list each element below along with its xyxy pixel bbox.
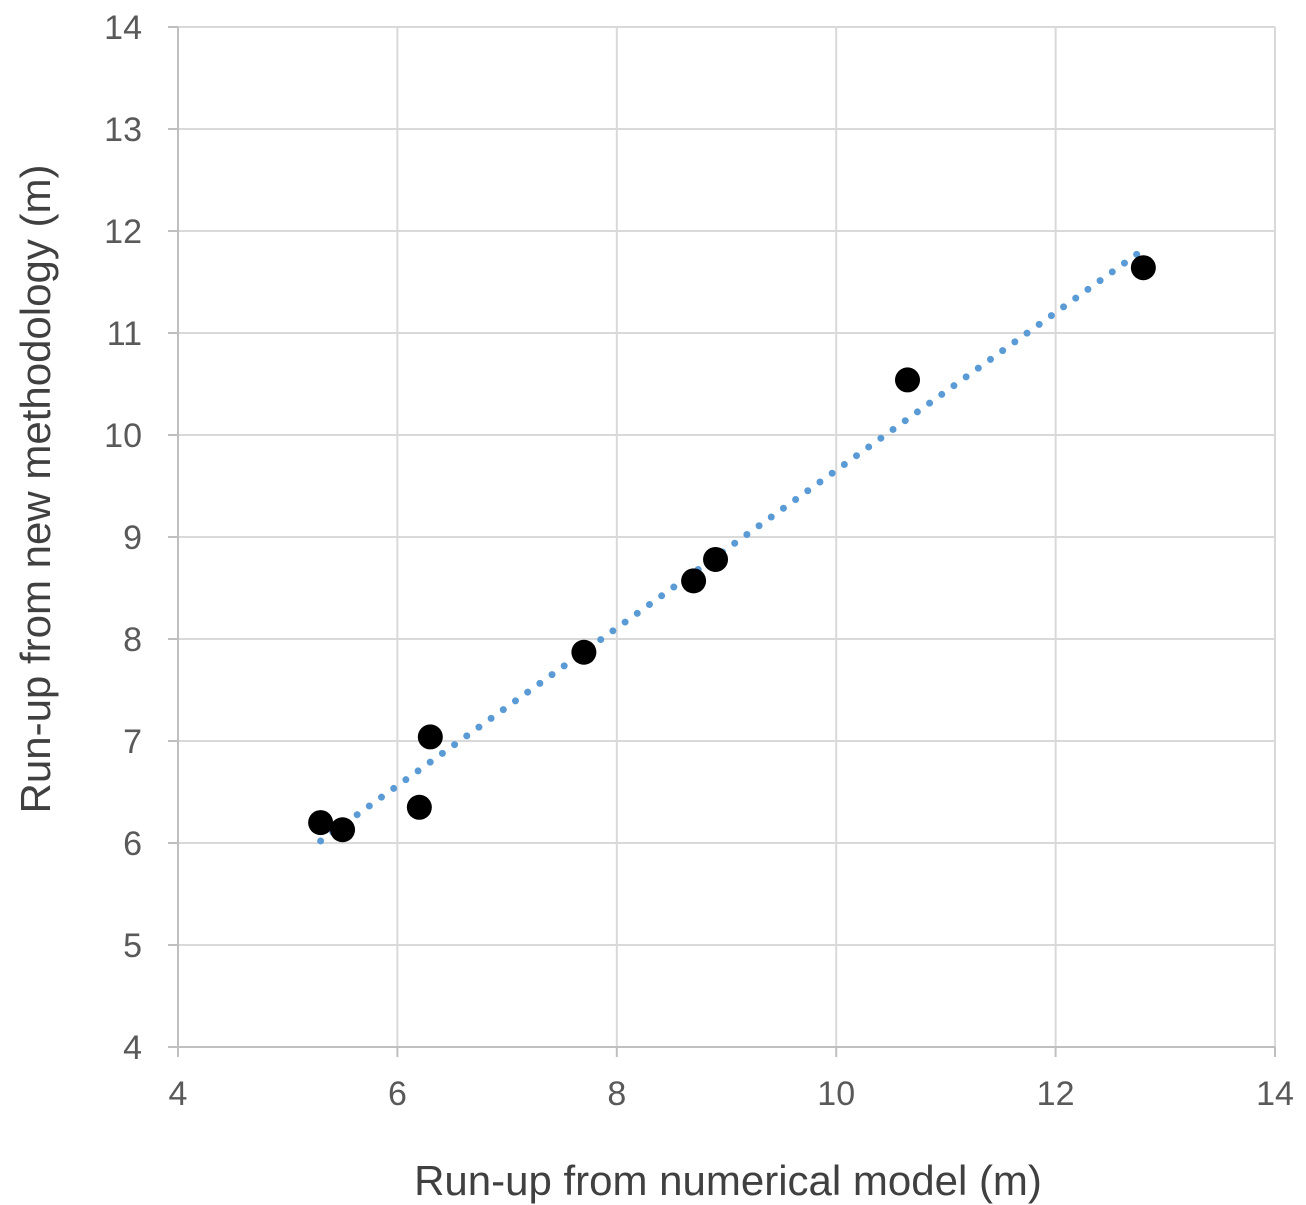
y-axis-title: Run-up from new methodology (m) xyxy=(12,165,59,814)
x-tick-label: 8 xyxy=(607,1075,626,1113)
data-point xyxy=(703,546,729,572)
gridlines xyxy=(178,26,1276,1047)
data-point xyxy=(681,568,707,594)
y-tick-label: 12 xyxy=(104,213,142,251)
x-axis-title: Run-up from numerical model (m) xyxy=(414,1157,1042,1204)
y-tick-label: 10 xyxy=(104,417,142,455)
data-point xyxy=(417,724,443,750)
axes xyxy=(168,26,1276,1057)
data-points xyxy=(308,255,1156,843)
data-point xyxy=(1130,255,1156,281)
y-tick-label: 9 xyxy=(123,519,142,557)
data-point xyxy=(895,367,921,393)
x-tick-label: 6 xyxy=(388,1075,407,1113)
y-tick-label: 14 xyxy=(104,9,142,47)
y-tick-label: 6 xyxy=(123,825,142,863)
y-tick-label: 7 xyxy=(123,723,142,761)
y-tick-label: 5 xyxy=(123,927,142,965)
trendline xyxy=(317,249,1142,845)
data-point xyxy=(406,794,432,820)
y-tick-label: 13 xyxy=(104,111,142,149)
tick-labels: 4 6 8 10 12 14 4 5 6 7 8 9 10 11 12 13 14 xyxy=(104,9,1294,1113)
trendline-dotted xyxy=(317,249,1142,845)
y-tick-label: 11 xyxy=(107,315,142,353)
data-point xyxy=(571,639,597,665)
x-tick-label: 10 xyxy=(817,1075,855,1113)
data-point xyxy=(308,810,334,836)
data-point xyxy=(330,817,356,843)
x-tick-label: 4 xyxy=(169,1075,188,1113)
y-tick-label: 8 xyxy=(123,621,142,659)
y-tick-label: 4 xyxy=(123,1029,142,1067)
x-tick-label: 14 xyxy=(1256,1075,1294,1113)
x-tick-label: 12 xyxy=(1037,1075,1075,1113)
